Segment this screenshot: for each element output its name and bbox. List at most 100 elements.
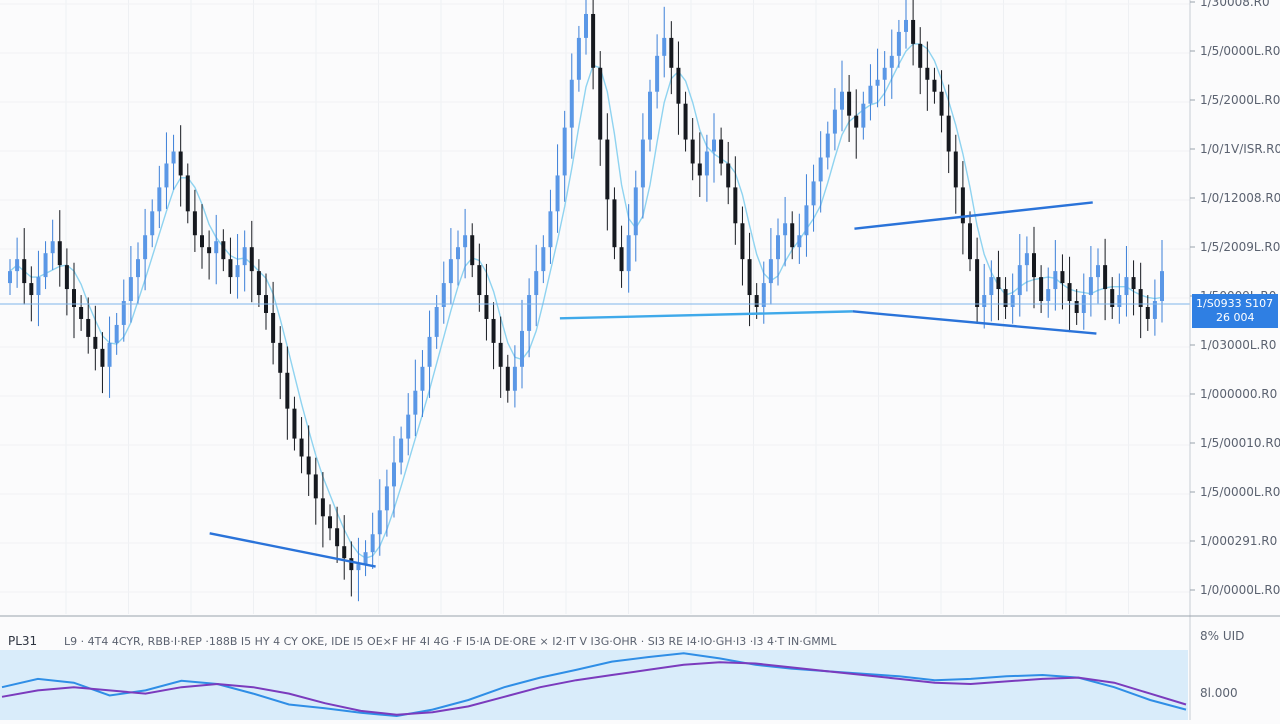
candle-body xyxy=(854,115,859,128)
candle-body xyxy=(904,19,908,32)
price-axis-label: 1/0/12008.R0 xyxy=(1200,191,1280,205)
candle-body xyxy=(36,277,41,296)
candle-body xyxy=(79,307,84,319)
candle-body xyxy=(605,139,610,200)
candle-body xyxy=(527,295,532,331)
candle-body xyxy=(157,187,162,212)
candle-body xyxy=(86,318,91,337)
candle-body xyxy=(1060,271,1065,284)
candle-body xyxy=(655,55,660,92)
candle-body xyxy=(868,85,873,104)
candle-body xyxy=(733,187,738,224)
candle-body xyxy=(1138,289,1143,307)
price-axis-label: 1/000000.R0 xyxy=(1200,387,1277,401)
oscillator-legend: L9 · 4T4 4CYR, RBB·I·REP ·188B I5 HY 4 C… xyxy=(64,635,837,648)
candle-body xyxy=(221,241,226,260)
candle-body xyxy=(825,133,830,158)
candle-body xyxy=(456,247,460,260)
candle-body xyxy=(1053,271,1058,290)
candle-body xyxy=(299,438,304,457)
candle-body xyxy=(249,247,254,272)
candle-body xyxy=(413,390,418,415)
price-axis-label: 1/000291.R0 xyxy=(1200,534,1277,548)
candle-body xyxy=(370,534,375,553)
candle-body xyxy=(797,235,802,248)
candle-body xyxy=(740,223,745,260)
oscillator-line xyxy=(1,652,1187,718)
price-axis-label: 1/5/0000L.R0 xyxy=(1200,485,1280,499)
price-axis-label: 1/30008.R0 xyxy=(1200,0,1270,9)
candle-body xyxy=(1003,289,1008,307)
candle-body xyxy=(918,43,923,68)
candle-body xyxy=(498,342,503,367)
candle-body xyxy=(43,253,48,278)
price-axis-label: 1/5/00010.R0 xyxy=(1200,436,1280,450)
candle-body xyxy=(136,259,140,278)
candle-body xyxy=(569,79,574,128)
candle-body xyxy=(313,474,318,499)
candle-body xyxy=(271,312,276,343)
price-axis-label: 1/5/0000L.R0 xyxy=(1200,44,1280,58)
candle-body xyxy=(427,336,432,367)
candle-body xyxy=(896,31,901,56)
candle-body xyxy=(534,271,539,296)
oscillator-header: PL31 xyxy=(8,634,37,648)
candle-body xyxy=(505,366,510,391)
candle-body xyxy=(1145,307,1150,319)
candle-body xyxy=(648,91,652,140)
candle-body xyxy=(548,211,553,248)
candle-body xyxy=(1160,271,1164,302)
candle-body xyxy=(747,259,752,296)
candle-body xyxy=(818,157,823,182)
candle-body xyxy=(256,271,261,296)
candle-body xyxy=(164,163,169,188)
candle-body xyxy=(776,235,780,260)
candle-body xyxy=(768,259,773,284)
current-price-box xyxy=(1192,294,1278,329)
candle-body xyxy=(626,235,631,272)
candle-body xyxy=(968,223,972,260)
candle-body xyxy=(1131,277,1136,290)
candle-body xyxy=(520,330,524,367)
oscillator-background xyxy=(0,650,1188,720)
candle-body xyxy=(719,139,724,164)
candle-body xyxy=(377,510,382,535)
trendline xyxy=(854,201,1093,230)
candle-body xyxy=(392,462,396,487)
candle-body xyxy=(1010,295,1015,307)
candle-body xyxy=(633,187,638,236)
candle-body xyxy=(754,295,759,307)
candle-body xyxy=(200,235,204,248)
candle-body xyxy=(1110,289,1115,307)
candle-body xyxy=(178,151,183,176)
candle-body xyxy=(491,318,496,343)
candles xyxy=(8,0,1164,602)
candle-body xyxy=(811,181,816,206)
candle-body xyxy=(228,259,233,278)
candle-body xyxy=(975,259,980,307)
current-price-sub-label: 26 004 xyxy=(1216,311,1255,324)
trendline xyxy=(559,310,853,320)
moving-average xyxy=(9,43,1163,559)
grid-lines xyxy=(65,0,1129,614)
candle-body xyxy=(555,175,560,212)
candle-body xyxy=(1032,253,1036,278)
candle-body xyxy=(704,151,709,176)
candle-body xyxy=(356,564,361,571)
candle-body xyxy=(960,187,965,224)
candle-body xyxy=(185,175,190,212)
candle-body xyxy=(982,295,987,307)
candle-body xyxy=(619,247,624,272)
candle-body xyxy=(72,289,76,307)
candle-body xyxy=(50,241,55,254)
candle-body xyxy=(882,67,887,80)
candle-body xyxy=(192,211,197,236)
candle-body xyxy=(328,516,332,529)
candle-body xyxy=(1117,295,1122,307)
oscillator-axis-label: 8l.000 xyxy=(1200,686,1238,700)
candle-body xyxy=(712,139,716,152)
candle-body xyxy=(911,19,916,44)
candle-body xyxy=(143,235,148,260)
candle-body xyxy=(1046,289,1051,302)
